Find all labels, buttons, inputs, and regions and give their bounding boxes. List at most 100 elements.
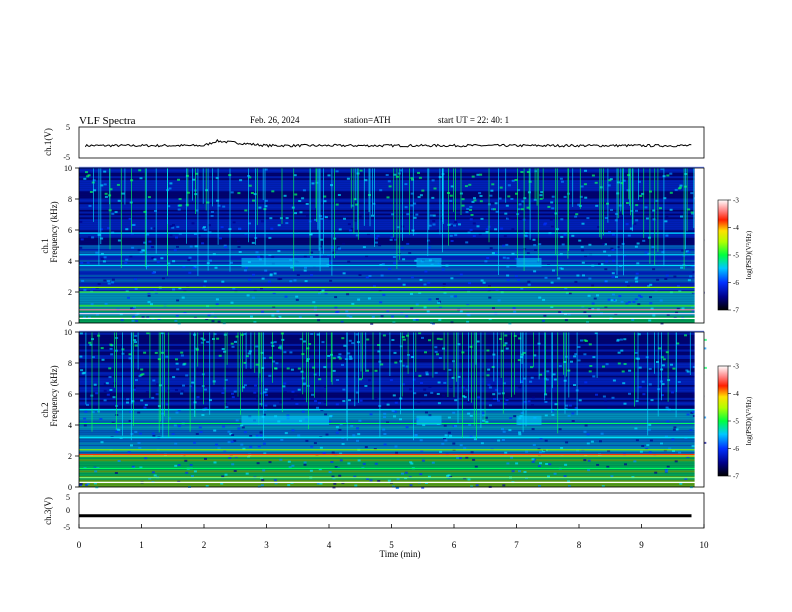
spectrogram-speckle [575,213,579,216]
spectrogram-speckle [469,407,473,410]
spectrogram-speckle [609,318,613,320]
spectrogram-speckle [396,486,400,489]
spectrogram-band [79,308,704,311]
spectrogram-speckle [205,189,209,192]
spectrogram-speckle [263,452,267,455]
spectrogram-speckle [438,305,442,308]
spectrogram-speckle [112,396,116,399]
spectrogram-band [79,295,704,298]
spectrogram-speckle [504,342,508,345]
spectrogram-speckle [178,287,182,290]
spectrogram-speckle [526,171,530,173]
spectrogram-speckle [364,446,368,449]
spectrogram-band [79,274,704,277]
spectrogram-speckle [125,396,129,399]
spectrogram-speckle [151,272,155,274]
spectrogram-speckle [434,346,438,349]
spectrogram-speckle [146,332,150,335]
spectrogram-speckle [669,172,673,175]
spectrogram-speckle [660,442,663,445]
spectrogram-speckle [243,361,247,364]
spectrogram-speckle [89,191,93,193]
spectrogram-speckle [368,194,371,196]
spectrogram-speckle [177,464,181,467]
spectrogram-speckle [219,237,222,240]
spectrogram-speckle [518,431,522,434]
spectrogram-speckle [410,292,413,295]
spectrogram-speckle [262,357,266,360]
spectrogram-speckle [126,401,129,404]
spectrogram-speckle [599,440,602,443]
spectrogram-speckle [117,428,121,431]
spectrogram-speckle [150,227,154,230]
spectrogram-speckle [237,427,241,430]
spectrogram-speckle [470,214,474,216]
spectrogram-band [79,438,704,441]
spectrogram-speckle [686,413,690,416]
spectrogram-emission-patch [416,415,442,425]
spectrogram-speckle [628,392,631,395]
spectrogram-speckle [279,217,283,220]
spectrogram-speckle [272,292,276,294]
spectrogram-speckle [476,225,480,228]
spectrogram-speckle [393,410,397,413]
spectrogram-speckle [80,238,84,241]
spectrogram-speckle [147,294,151,297]
spectrogram-speckle [511,470,515,473]
spectrogram-speckle [311,393,314,396]
spectrogram-speckle [323,195,327,198]
spectrogram-speckle [684,477,688,480]
spectrogram-speckle [151,246,155,249]
spectrogram-speckle [301,410,305,413]
spectrogram-speckle [409,484,413,487]
spectrogram-speckle [551,207,555,210]
spectrogram-speckle [595,204,599,207]
spectrogram-speckle [174,442,178,445]
spectrogram-speckle [586,321,589,324]
spectrogram-speckle [176,225,180,228]
spectrogram-speckle [513,334,517,337]
spectrogram-band [79,177,704,181]
spectrogram-speckle [303,269,307,272]
time-tick-label: 5 [389,540,394,550]
spectrogram-speckle [339,459,343,462]
spectrogram-speckle [224,473,228,476]
spectrogram-speckle [182,266,186,269]
spectrogram-speckle [365,276,369,279]
spectrogram-speckle [249,435,253,437]
spectrogram-speckle [459,310,463,313]
spectrogram-band [79,377,704,380]
spectrogram-speckle [545,463,549,465]
spectrogram-speckle [523,197,527,200]
spectrogram-speckle [577,203,581,206]
spectrogram-speckle [551,409,554,412]
spectrogram-speckle [625,281,629,283]
spectrogram-speckle [293,174,297,177]
spectrogram-speckle [512,307,516,310]
spectrogram-speckle [671,438,675,441]
spectrogram-speckle [189,385,193,388]
spectrogram-speckle [635,272,639,275]
spectrogram-speckle [283,382,287,385]
spectrogram-speckle [224,246,228,248]
spectrogram-speckle [567,485,571,488]
spectrogram-speckle [126,398,130,401]
spectrogram-speckle [604,305,608,308]
spectrogram-speckle [151,432,155,435]
spectrogram-speckle [195,433,199,435]
spectrogram-speckle [288,466,292,469]
spectrogram-speckle [104,192,108,195]
spectrogram-speckle [231,434,235,436]
spectrogram-speckle [274,367,277,370]
spectrogram-speckle [463,447,467,450]
spectrogram-speckle [341,363,344,366]
spectrogram-band [79,176,704,179]
spectrogram-speckle [539,194,543,197]
spectrogram-band [79,354,704,358]
spectrogram-speckle [703,441,707,444]
spectrogram-speckle [418,332,422,335]
spectrogram-speckle [107,282,111,285]
spectrogram-speckle [402,258,406,261]
spectrogram-speckle [503,235,507,238]
spectrogram-speckle [685,250,689,253]
